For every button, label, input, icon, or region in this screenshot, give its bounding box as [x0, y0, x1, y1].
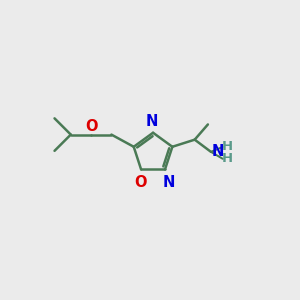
Text: N: N — [163, 175, 175, 190]
Text: H: H — [222, 140, 233, 153]
Text: O: O — [134, 175, 146, 190]
Text: N: N — [212, 144, 224, 159]
Text: O: O — [85, 118, 97, 134]
Text: H: H — [222, 152, 233, 166]
Text: N: N — [146, 114, 158, 129]
